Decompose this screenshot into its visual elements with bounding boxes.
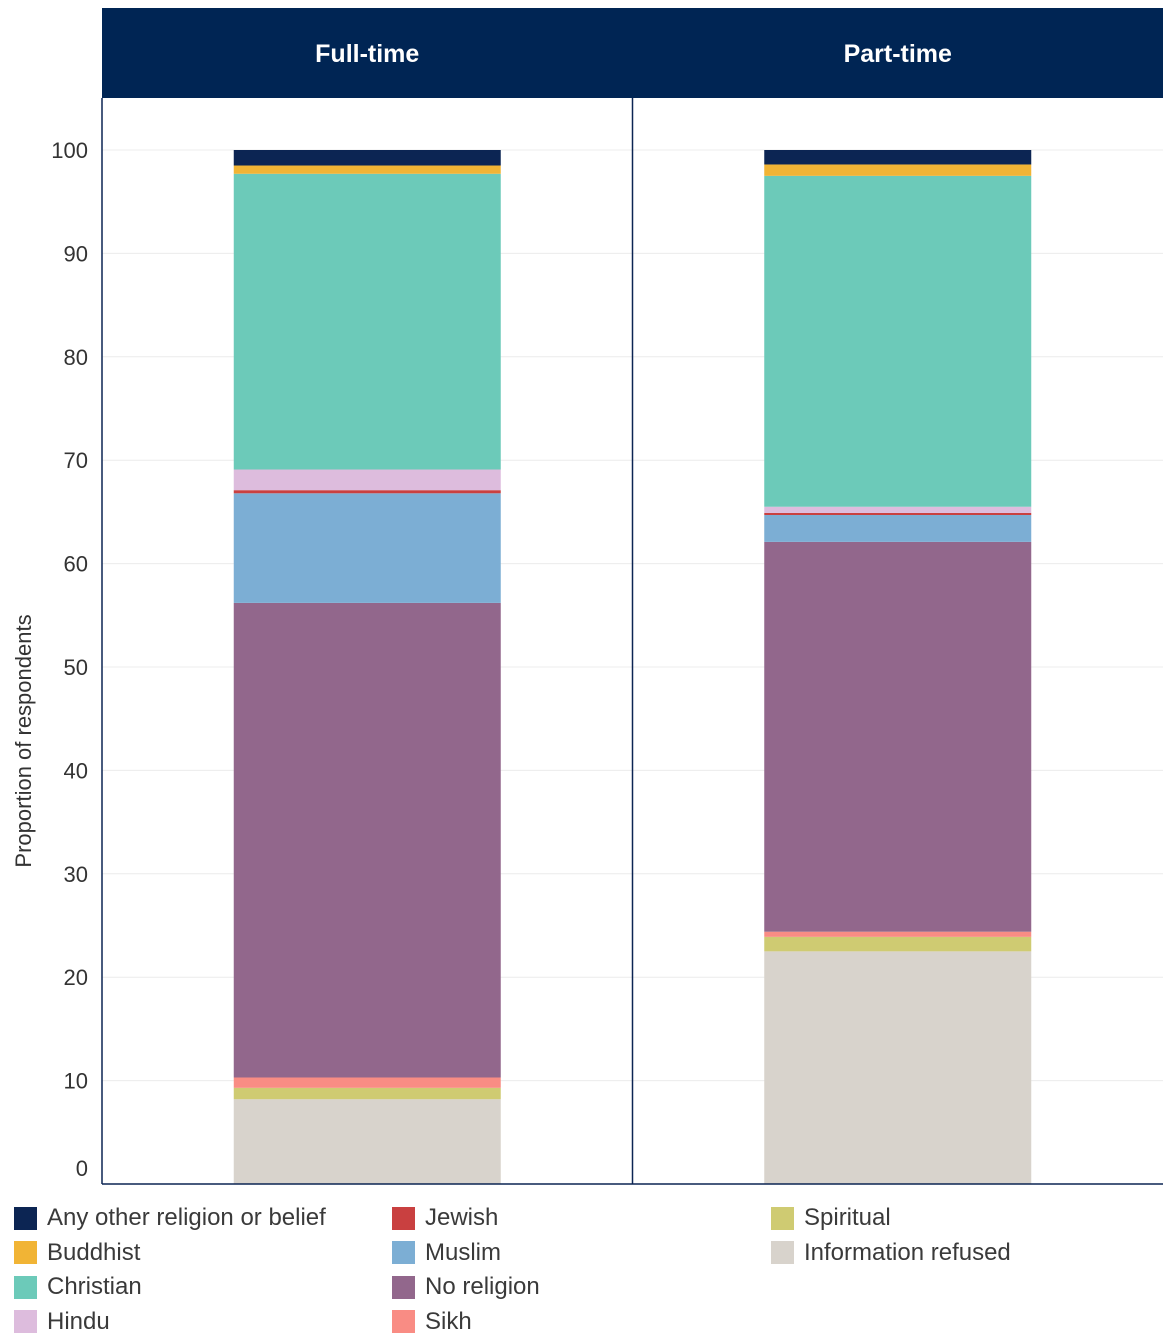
y-tick-label: 10 <box>64 1069 88 1094</box>
y-tick-label: 40 <box>64 758 88 783</box>
bar-segment <box>764 513 1031 515</box>
legend-swatch <box>392 1310 415 1333</box>
y-tick-label: 70 <box>64 448 88 473</box>
bar-segment <box>764 542 1031 932</box>
bar-segment <box>764 515 1031 542</box>
bar-segment <box>764 932 1031 937</box>
legend-label: Christian <box>47 1273 142 1301</box>
legend-item: Sikh <box>392 1307 472 1337</box>
panel-title: Part-time <box>844 40 952 68</box>
bar-segment <box>764 164 1031 175</box>
bar-segment <box>234 1099 501 1184</box>
legend-item: Spiritual <box>771 1203 891 1233</box>
bar-segment <box>764 951 1031 1184</box>
bar-segment <box>234 174 501 470</box>
legend-swatch <box>14 1276 37 1299</box>
legend-label: Sikh <box>425 1308 472 1336</box>
legend-item: Jewish <box>392 1203 498 1233</box>
legend-item: Muslim <box>392 1238 501 1268</box>
bar-segment <box>764 150 1031 164</box>
y-tick-label: 20 <box>64 965 88 990</box>
bar-segment <box>234 150 501 166</box>
legend-item: Any other religion or belief <box>14 1203 326 1233</box>
chart-legend: Any other religion or belief Buddhist Chri… <box>14 1203 1154 1333</box>
bar-segment <box>234 1077 501 1087</box>
legend-label: No religion <box>425 1273 540 1301</box>
panel-title: Full-time <box>315 40 419 68</box>
y-tick-label: 30 <box>64 862 88 887</box>
bar-segment <box>234 603 501 1078</box>
legend-item: Christian <box>14 1272 142 1302</box>
legend-label: Buddhist <box>47 1239 140 1267</box>
bar-segment <box>234 1088 501 1099</box>
legend-item: Buddhist <box>14 1238 140 1268</box>
legend-swatch <box>771 1207 794 1230</box>
legend-label: Information refused <box>804 1239 1011 1267</box>
y-tick-label: 0 <box>76 1156 88 1181</box>
bar-segment <box>234 470 501 491</box>
bar-segment <box>234 166 501 174</box>
legend-swatch <box>14 1310 37 1333</box>
legend-swatch <box>392 1276 415 1299</box>
y-tick-label: 60 <box>64 552 88 577</box>
bar-segment <box>764 937 1031 951</box>
stacked-bar-chart: Full-time Part-time 0 10 20 30 40 50 60 70 80 90 100… <box>0 0 1163 1200</box>
legend-label: Jewish <box>425 1204 498 1232</box>
legend-swatch <box>392 1241 415 1264</box>
bar-segment <box>764 176 1031 507</box>
y-tick-label: 50 <box>64 655 88 680</box>
legend-item: Hindu <box>14 1307 110 1337</box>
y-tick-label: 90 <box>64 241 88 266</box>
legend-swatch <box>392 1207 415 1230</box>
legend-swatch <box>14 1241 37 1264</box>
y-axis-title: Proportion of respondents <box>11 614 36 867</box>
bar-segment <box>234 493 501 603</box>
bar-segment <box>234 490 501 493</box>
y-tick-label: 80 <box>64 345 88 370</box>
legend-label: Muslim <box>425 1239 501 1267</box>
legend-item: No religion <box>392 1272 540 1302</box>
y-tick-label: 100 <box>51 138 88 163</box>
legend-swatch <box>14 1207 37 1230</box>
bar-segment <box>764 507 1031 513</box>
legend-label: Any other religion or belief <box>47 1204 326 1232</box>
legend-label: Spiritual <box>804 1204 891 1232</box>
legend-swatch <box>771 1241 794 1264</box>
legend-label: Hindu <box>47 1308 110 1336</box>
legend-item: Information refused <box>771 1238 1011 1268</box>
